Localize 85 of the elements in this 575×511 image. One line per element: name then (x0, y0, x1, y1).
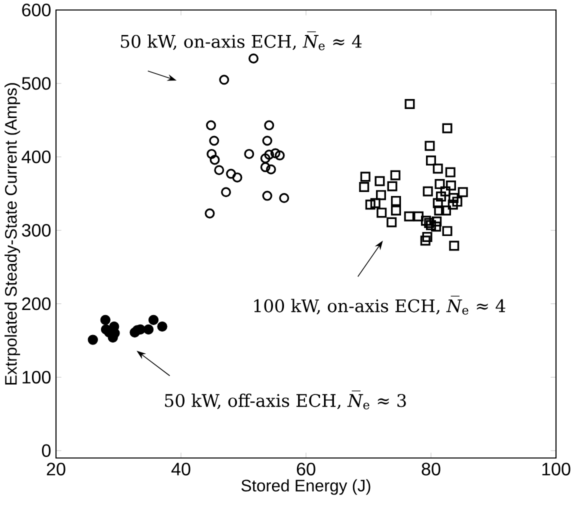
point (248, 53, 259, 64)
point (449, 240, 460, 251)
annotation: 50 kW, off-axis ECH, N̅$_{e}$ ≈ 3 (165, 390, 406, 410)
point (404, 99, 415, 110)
point (226, 168, 236, 179)
x-tick-label: 100 (542, 462, 570, 476)
point (424, 218, 434, 228)
point (387, 181, 398, 192)
point (374, 176, 385, 186)
point (452, 196, 462, 207)
point (440, 186, 450, 196)
point (266, 164, 276, 174)
point (260, 162, 270, 172)
point (391, 196, 402, 206)
point (404, 211, 414, 222)
point (390, 170, 400, 180)
y-tick-label: 300 (22, 224, 51, 237)
point (274, 150, 285, 160)
y-tick-label: 600 (22, 4, 51, 16)
point (426, 156, 436, 166)
y-tick-label: 200 (22, 297, 51, 310)
y-axis-title: Extrpolated Steady-State Current (Amps) (4, 83, 20, 385)
point (143, 324, 154, 335)
point (424, 140, 435, 151)
point (370, 198, 380, 208)
point (422, 186, 433, 196)
x-tick-label: 80 (422, 462, 440, 476)
point (448, 200, 458, 210)
point (264, 150, 274, 160)
point (359, 182, 370, 192)
point (262, 190, 272, 201)
point (360, 172, 370, 182)
point (421, 216, 432, 226)
point (432, 216, 442, 227)
point (445, 167, 456, 178)
point (442, 123, 452, 134)
point (446, 180, 456, 191)
point (414, 211, 424, 222)
y-tick-label: 100 (22, 370, 51, 384)
point (221, 187, 232, 198)
point (148, 314, 159, 325)
x-axis-title: Stored Energy (J) (241, 479, 370, 495)
point (270, 148, 280, 158)
point (434, 179, 445, 190)
point (436, 192, 446, 202)
x-tick-label: 20 (46, 462, 66, 476)
point (376, 190, 386, 200)
point (391, 205, 402, 216)
point (157, 321, 168, 332)
point (442, 226, 452, 236)
point (206, 148, 217, 159)
point (244, 148, 254, 159)
point (264, 120, 274, 130)
point (210, 154, 220, 165)
point (431, 222, 442, 232)
point (458, 187, 468, 198)
point (219, 74, 230, 85)
point (448, 193, 459, 204)
point (376, 208, 387, 218)
point (260, 153, 270, 164)
point (88, 334, 98, 345)
x-tick-label: 60 (296, 462, 316, 476)
point (100, 314, 110, 325)
y-tick-label: 400 (22, 150, 51, 164)
point (365, 200, 376, 210)
x-tick-label: 40 (171, 462, 190, 476)
point (432, 164, 443, 174)
point (386, 217, 397, 228)
point (441, 205, 452, 216)
point (434, 205, 444, 216)
point (420, 236, 430, 246)
y-tick-label: 500 (22, 77, 51, 90)
annotation: 50 kW, on-axis ECH, N̅$_{e}$ ≈ 4 (120, 31, 362, 50)
point (279, 193, 290, 204)
point (214, 165, 224, 176)
point (206, 120, 216, 130)
point (232, 172, 242, 182)
point (204, 208, 215, 218)
point (426, 220, 436, 230)
point (209, 136, 220, 146)
point (262, 136, 272, 146)
annotation: 100 kW, on-axis ECH, N̅$_{e}$ ≈ 4 (254, 296, 506, 315)
point (432, 198, 443, 208)
y-tick-label: 0 (42, 444, 51, 458)
point (422, 232, 432, 242)
